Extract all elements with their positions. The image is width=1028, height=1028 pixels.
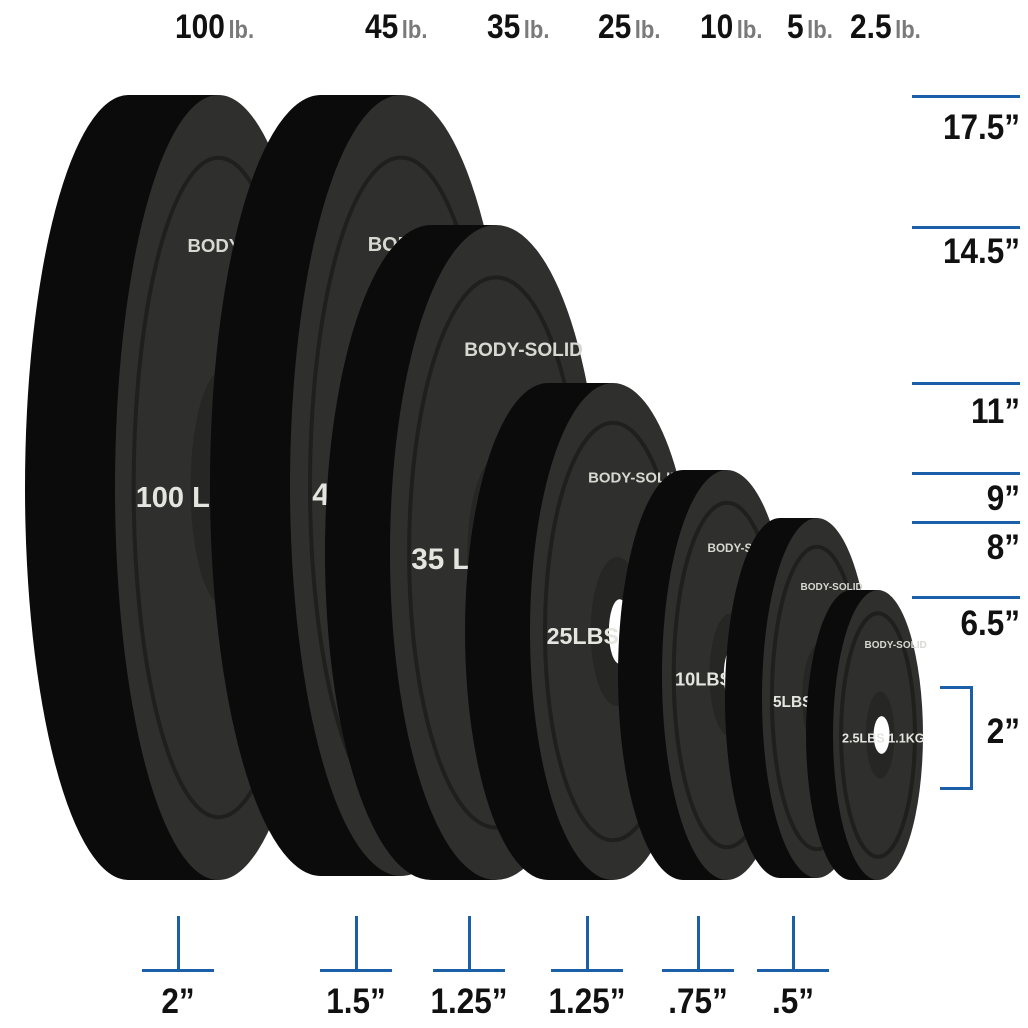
diameter-line-8 xyxy=(912,521,1020,524)
diameter-line-17-5 xyxy=(912,95,1020,98)
plate-brand-text: BODY-SOLID xyxy=(588,469,681,486)
thickness-base-line xyxy=(433,969,505,972)
diameter-label-6-5: 6.5” xyxy=(960,604,1020,643)
hole-diameter-label: 2” xyxy=(986,712,1020,751)
weight-label-35: 35 lb. xyxy=(487,8,550,46)
weight-label-100: 100 lb. xyxy=(175,8,255,46)
plate-weight-text: 25LBS xyxy=(547,623,619,649)
weight-label-2-5: 2.5 lb. xyxy=(850,8,921,46)
diameter-label-8: 8” xyxy=(986,528,1020,567)
diameter-label-9: 9” xyxy=(986,479,1020,518)
thickness-base-line xyxy=(662,969,734,972)
thickness-base-line xyxy=(757,969,829,972)
plate-brand-text: BODY-SOLID xyxy=(801,582,863,593)
diameter-line-11 xyxy=(912,382,1020,385)
thickness-tick xyxy=(468,916,471,970)
weight-label-25: 25 lb. xyxy=(598,8,661,46)
diameter-line-14-5 xyxy=(912,226,1020,229)
thickness-tick xyxy=(792,916,795,970)
plate-groove xyxy=(839,611,917,859)
diameter-label-11: 11” xyxy=(970,392,1020,431)
plate-weight-text: 10LBS xyxy=(675,669,732,689)
plate-brand-text: BODY-SOLID xyxy=(464,340,583,361)
diameter-label-17-5: 17.5” xyxy=(942,108,1020,147)
plate-center-hole xyxy=(873,716,890,754)
plate-weight-text: 5LBS xyxy=(773,694,812,711)
plate-brand-text: BODY-SOLID xyxy=(865,640,927,651)
thickness-tick xyxy=(355,916,358,970)
thickness-tick xyxy=(177,916,180,970)
hole-bracket xyxy=(940,686,973,790)
thickness-base-line xyxy=(320,969,392,972)
thickness-base-line xyxy=(551,969,623,972)
thickness-tick xyxy=(586,916,589,970)
thickness-label: 2” xyxy=(161,982,195,1021)
diameter-label-14-5: 14.5” xyxy=(942,232,1020,271)
weight-label-10: 10 lb. xyxy=(700,8,763,46)
thickness-label: 1.25” xyxy=(430,982,508,1021)
weight-label-5: 5 lb. xyxy=(787,8,833,46)
thickness-label: 1.5” xyxy=(326,982,386,1021)
thickness-base-line xyxy=(142,969,214,972)
thickness-label: .5” xyxy=(771,982,815,1021)
diameter-line-9 xyxy=(912,472,1020,475)
thickness-tick xyxy=(697,916,700,970)
thickness-label: 1.25” xyxy=(548,982,626,1021)
weight-label-45: 45 lb. xyxy=(365,8,428,46)
thickness-label: .75” xyxy=(668,982,728,1021)
plate-weight-text: 2.5LBS 1.1KG xyxy=(842,731,925,745)
diameter-line-6-5 xyxy=(912,596,1020,599)
